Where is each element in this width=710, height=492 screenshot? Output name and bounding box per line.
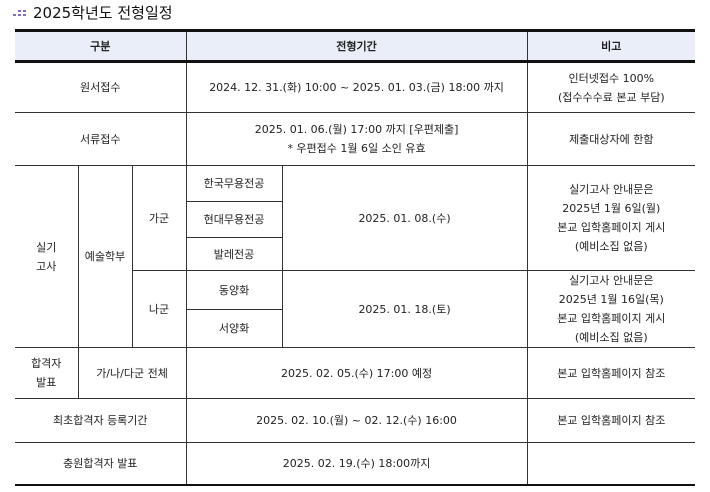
row-remarks: 실기고사 안내문은 2025년 1월 6일(월) 본교 입학홈페이지 게시 (예비소집…: [526, 165, 696, 271]
row-remarks: 본교 입학홈페이지 참조: [526, 347, 696, 399]
header-remarks: 비고: [526, 29, 696, 63]
dept-label: 예술학부: [77, 165, 133, 348]
major-cell: 서양화: [186, 309, 283, 348]
row-period: 2025. 02. 19.(수) 18:00까지: [185, 442, 528, 486]
table-row: 원서접수 2024. 12. 31.(화) 10:00 ~ 2025. 01. …: [15, 61, 696, 113]
row-period: 2025. 02. 10.(월) ~ 02. 12.(수) 16:00: [185, 398, 528, 443]
table-row: 합격자 발표 가/나/다군 전체 2025. 02. 05.(수) 17:00 …: [15, 347, 696, 399]
remarks-line: (예비소집 없음): [574, 331, 648, 344]
row-remarks: 본교 입학홈페이지 참조: [526, 398, 696, 443]
major-cell: 동양화: [185, 270, 283, 310]
row-remarks: 실기고사 안내문은 2025년 1월 16일(목) 본교 입학홈페이지 게시 (예비소…: [526, 270, 696, 348]
table-row: 나군 동양화 2025. 01. 18.(토) 실기고사 안내문은 2025년 1…: [15, 270, 696, 348]
row-label: 최초합격자 등록기간: [15, 398, 187, 443]
section-title: 2025학년도 전형일정: [13, 2, 173, 23]
remarks-line: 실기고사 안내문은: [569, 183, 654, 196]
row-label: 원서접수: [15, 61, 187, 113]
row-period: 2024. 12. 31.(화) 10:00 ~ 2025. 01. 03.(금…: [185, 61, 528, 113]
table-row: 서류접수 2025. 01. 06.(월) 17:00 까지 [우편제출] * 우…: [15, 112, 696, 166]
row-label: 서류접수: [15, 112, 187, 166]
exam-date: 2025. 01. 18.(토): [281, 270, 528, 348]
dots-icon: [13, 8, 27, 18]
row-scope: 가/나/다군 전체: [77, 347, 187, 399]
remarks-line: 본교 입학홈페이지 게시: [557, 312, 666, 325]
remarks-line: 2025년 1월 6일(월): [562, 202, 661, 215]
remarks-line: 실기고사 안내문은: [569, 274, 654, 287]
table-row: 충원합격자 발표 2025. 02. 19.(수) 18:00까지: [15, 442, 696, 486]
header-period: 전형기간: [185, 29, 528, 63]
period-line: 2025. 01. 06.(월) 17:00 까지 [우편제출]: [254, 123, 459, 136]
table-row: 실기 고사 예술학부 가군 한국무용전공 2025. 01. 08.(수) 실기…: [15, 165, 696, 348]
remarks-line: 2025년 1월 16일(목): [558, 293, 664, 306]
exam-date: 2025. 01. 08.(수): [281, 165, 528, 271]
row-remarks: 제출대상자에 한함: [526, 112, 696, 166]
table-row: 최초합격자 등록기간 2025. 02. 10.(월) ~ 02. 12.(수)…: [15, 398, 696, 443]
row-label: 충원합격자 발표: [15, 442, 187, 486]
remarks-line: 본교 입학홈페이지 게시: [557, 221, 666, 234]
remarks-line: (예비소집 없음): [574, 240, 648, 253]
major-cell: 한국무용전공: [185, 165, 283, 202]
major-cell: 발레전공: [186, 237, 283, 271]
row-remarks: [526, 442, 696, 486]
group-label: 가군: [131, 165, 187, 271]
group-label: 나군: [132, 270, 187, 348]
table-row: 현대무용전공: [15, 201, 695, 238]
major-cell: 현대무용전공: [186, 201, 283, 238]
header-row: 구분 전형기간 비고: [15, 29, 696, 63]
period-note: * 우편접수 1월 6일 소인 유효: [287, 142, 426, 155]
row-remarks: 인터넷접수 100% (접수수수료 본교 부담): [526, 61, 696, 113]
table-row: 발레전공: [15, 237, 695, 271]
schedule-table: 구분 전형기간 비고 원서접수 2024. 12. 31.(화) 10:00 ~…: [15, 29, 696, 486]
row-label: 합격자 발표: [15, 347, 79, 399]
remarks-line: (접수수수료 본교 부담): [557, 90, 665, 104]
practical-label-text: 실기 고사: [36, 240, 57, 273]
remarks-line: 인터넷접수 100%: [568, 71, 655, 85]
title-text: 2025학년도 전형일정: [33, 4, 173, 22]
row-period: 2025. 02. 05.(수) 17:00 예정: [185, 347, 528, 399]
header-category: 구분: [15, 29, 187, 63]
practical-label: 실기 고사: [15, 165, 79, 348]
row-period: 2025. 01. 06.(월) 17:00 까지 [우편제출] * 우편접수 1…: [185, 112, 528, 166]
announce-label-text: 합격자 발표: [31, 357, 62, 389]
